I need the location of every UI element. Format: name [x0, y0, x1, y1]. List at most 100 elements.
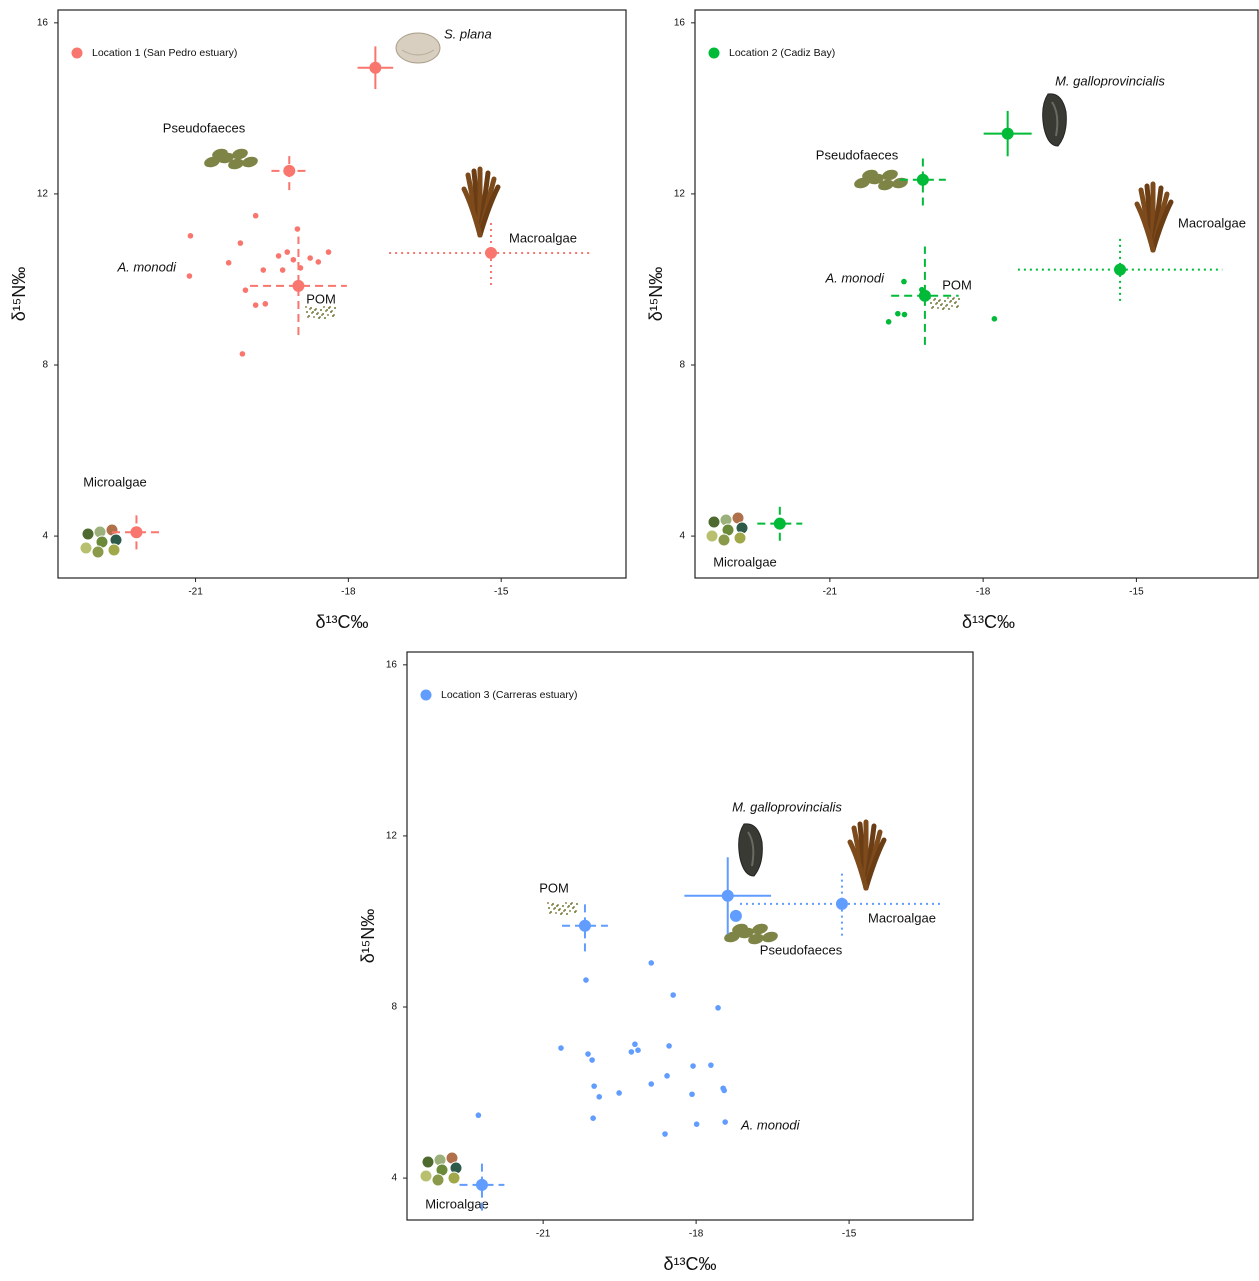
data-point [590, 1115, 596, 1121]
series-label: Microalgae [425, 1196, 489, 1211]
data-point [666, 1043, 672, 1049]
pom-dot [551, 904, 553, 906]
x-tick-label: -15 [494, 587, 509, 598]
pom-dot [320, 309, 322, 311]
mean-point [369, 62, 381, 74]
data-point [585, 1051, 591, 1057]
microalga [420, 1170, 432, 1182]
data-point [316, 259, 322, 265]
icon-micro [80, 524, 122, 558]
data-point [689, 1091, 695, 1097]
data-point [708, 1062, 714, 1068]
legend-label: Location 1 (San Pedro estuary) [92, 47, 237, 59]
microalga [734, 532, 746, 544]
x-axis-label: δ¹³C‰ [315, 612, 368, 632]
series-label: POM [942, 277, 972, 292]
y-tick-label: 16 [37, 17, 49, 28]
pom-dot [327, 314, 329, 316]
y-tick-label: 8 [391, 1002, 397, 1013]
data-point [284, 249, 290, 255]
mean-point [919, 290, 931, 302]
series-label: POM [539, 880, 569, 895]
pom-dot [562, 905, 564, 907]
pom-dot [313, 316, 315, 318]
microalga [92, 546, 104, 558]
data-point [263, 301, 269, 307]
pom-dot [314, 309, 316, 311]
pom-dot [553, 908, 555, 910]
mean-point [292, 280, 304, 292]
page: {"chart_data": [ {"type": "scatter", "le… [0, 0, 1259, 1281]
pom-dot [958, 298, 960, 300]
plot-frame [58, 10, 626, 578]
y-tick-label: 12 [386, 831, 398, 842]
series-label: M. galloprovincialis [1055, 73, 1165, 88]
series-label: POM [306, 291, 336, 306]
icon-seaweed [850, 822, 884, 888]
y-axis-label: δ¹⁵N‰ [646, 267, 666, 321]
pom-dot [930, 302, 932, 304]
data-point [616, 1090, 622, 1096]
pom-dot [328, 307, 330, 309]
data-point [694, 1121, 700, 1127]
mean-point [722, 890, 734, 902]
pom-dot [563, 910, 565, 912]
mean-point [485, 247, 497, 259]
pom-dot [567, 906, 569, 908]
pom-dot [572, 907, 574, 909]
mean-point [130, 526, 142, 538]
pom-dot [565, 902, 567, 904]
icon-clam [396, 33, 440, 63]
y-tick-label: 16 [674, 17, 686, 28]
data-point [558, 1045, 564, 1051]
series-label: Pseudofaeces [163, 120, 246, 135]
icon-faeces [203, 147, 259, 171]
data-point [243, 287, 249, 293]
plot-frame [695, 10, 1258, 578]
x-axis-label: δ¹³C‰ [962, 612, 1015, 632]
y-tick-label: 4 [42, 531, 48, 542]
microalga [706, 530, 718, 542]
y-tick-label: 16 [386, 659, 398, 670]
legend-label: Location 3 (Carreras estuary) [441, 689, 578, 701]
data-point [664, 1073, 670, 1079]
data-point [722, 1119, 728, 1125]
pom-dot [330, 311, 332, 313]
x-tick-label: -18 [976, 587, 991, 598]
series-label: A. monodi [116, 259, 177, 274]
mean-point [579, 920, 591, 932]
pom-dot [954, 302, 956, 304]
microalga [422, 1156, 434, 1168]
data-point [589, 1057, 595, 1063]
series-label: S. plana [444, 26, 492, 41]
data-point [629, 1049, 635, 1055]
mean-point [774, 518, 786, 530]
series-label: Pseudofaeces [816, 147, 899, 162]
icon-seaweed [464, 169, 498, 235]
mean-point [1114, 264, 1126, 276]
microalga [708, 516, 720, 528]
data-point [721, 1088, 727, 1094]
pom-dot [574, 911, 576, 913]
data-point [886, 319, 892, 325]
icon-mussel [739, 824, 763, 876]
data-point [276, 253, 282, 259]
pom-dot [949, 301, 951, 303]
microalga [108, 544, 120, 556]
data-point [596, 1094, 602, 1100]
data-point [291, 257, 297, 263]
pom-dot [309, 308, 311, 310]
mussel-shell [1043, 94, 1067, 146]
pom-dot [321, 314, 323, 316]
legend-label: Location 2 (Cadiz Bay) [729, 47, 835, 59]
y-axis-label: δ¹⁵N‰ [9, 267, 29, 321]
pom-dot [318, 317, 320, 319]
data-point [238, 240, 244, 246]
pom-dot [952, 298, 954, 300]
y-axis-label: δ¹⁵N‰ [358, 909, 378, 963]
icon-micro [706, 512, 748, 546]
pom-dot [931, 307, 933, 309]
mean-point [476, 1179, 488, 1191]
icon-pom [929, 297, 960, 310]
x-tick-label: -21 [188, 587, 203, 598]
